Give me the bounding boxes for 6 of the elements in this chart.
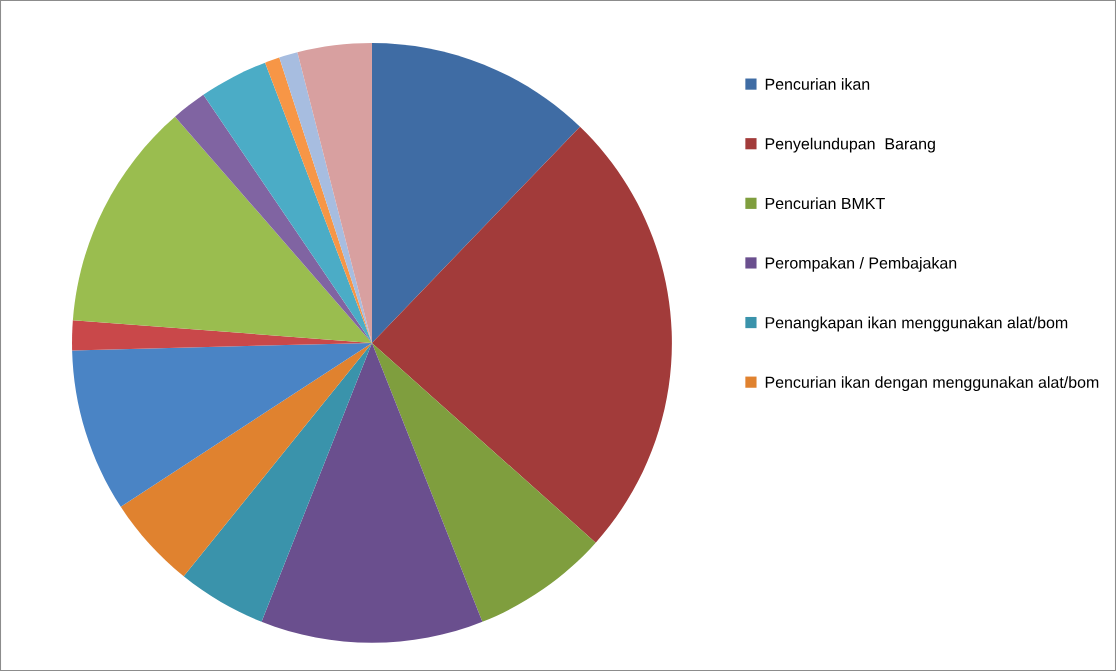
legend-label: Pencurian ikan <box>765 78 870 90</box>
legend-label: Penangkapan ikan menggunakan alat/bom <box>765 316 1068 332</box>
legend-label: Penyelundupan Barang <box>765 137 935 153</box>
legend-label: Pencurian BMKT <box>765 197 885 210</box>
legend-label: Perompakan / Pembajakan <box>765 256 957 272</box>
legend-label: Pencurian ikan dengan menggunakan alat/bom <box>765 376 1099 392</box>
